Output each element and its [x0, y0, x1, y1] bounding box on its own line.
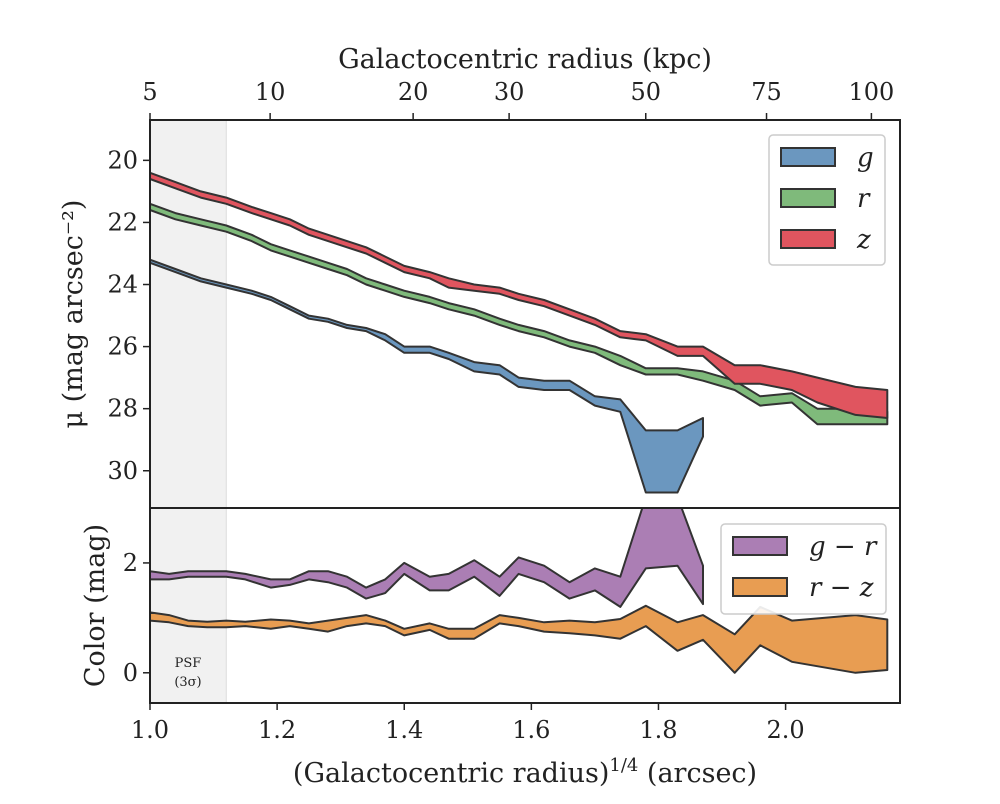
top-x-tick-label: 75 — [751, 78, 782, 106]
band-z — [150, 171, 889, 419]
y-axis-title: μ (mag arcsec⁻²) — [58, 200, 89, 429]
top-x-axis-title: Galactocentric radius (kpc) — [338, 44, 712, 75]
top-x-tick-label: 5 — [142, 78, 157, 106]
x-tick-label: 1.6 — [512, 716, 550, 744]
color-legend-swatch-1 — [732, 577, 788, 597]
bottom-panel-bands — [150, 508, 889, 674]
color-legend-label-0: g − r — [809, 532, 878, 562]
color-y-tick-label: 0 — [123, 659, 138, 687]
psf-sigma-label: (3σ) — [174, 675, 201, 690]
legend-swatch-1 — [780, 188, 836, 208]
band-g — [150, 258, 704, 494]
x-tick-label: 2.0 — [767, 716, 805, 744]
x-tick-label: 1.8 — [639, 716, 677, 744]
top-x-tick-label: 10 — [255, 78, 286, 106]
y-tick-label: 28 — [107, 395, 138, 423]
x-tick-label: 1.2 — [258, 716, 296, 744]
x-axis-title: (Galactocentric radius)1/4 (arcsec) — [293, 755, 757, 789]
x-tick-label: 1.0 — [131, 716, 169, 744]
top-x-tick-label: 30 — [494, 78, 525, 106]
color-legend-swatch-0 — [732, 536, 788, 556]
y-tick-label: 24 — [107, 271, 138, 299]
top-panel-bands — [150, 171, 889, 494]
band-g-minus-r — [150, 508, 704, 608]
legend-swatch-0 — [780, 147, 836, 167]
top-x-tick-label: 20 — [398, 78, 429, 106]
legend-label-1: r — [857, 184, 871, 214]
y-tick-label: 26 — [107, 333, 138, 361]
y-tick-label: 30 — [107, 457, 138, 485]
legend-swatch-2 — [780, 229, 836, 249]
legend-label-2: z — [856, 225, 871, 255]
top-x-tick-label: 100 — [848, 78, 894, 106]
color-y-axis-title: Color (mag) — [80, 524, 111, 687]
psf-label: PSF — [175, 656, 202, 671]
y-tick-label: 20 — [107, 146, 138, 174]
band-r-minus-z — [150, 604, 889, 674]
color-legend-label-1: r − z — [809, 573, 874, 603]
x-tick-label: 1.4 — [385, 716, 423, 744]
top-x-tick-label: 50 — [630, 78, 661, 106]
color-y-tick-label: 2 — [123, 549, 138, 577]
band-r — [150, 202, 889, 426]
legend-label-0: g — [857, 143, 874, 173]
y-tick-label: 22 — [107, 208, 138, 236]
bottom-panel-frame — [149, 507, 901, 704]
